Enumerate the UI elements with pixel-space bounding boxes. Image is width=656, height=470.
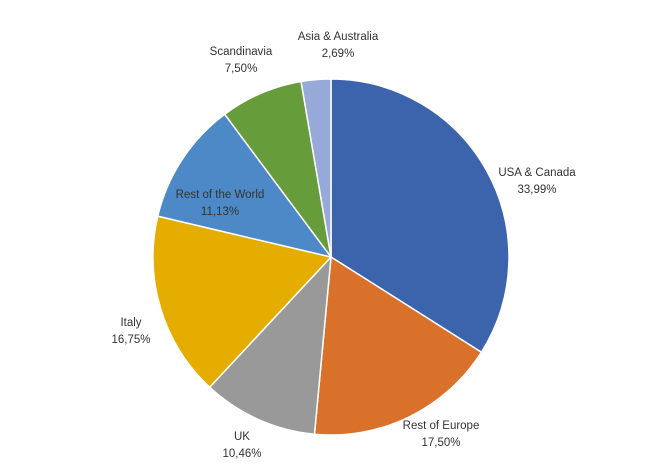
slice-label-scandinavia: Scandinavia xyxy=(210,46,273,58)
pie-slices xyxy=(152,78,510,436)
pie-slice-uk xyxy=(208,254,332,436)
pie-slice-usa-canada xyxy=(330,78,510,354)
pie-slice-rest-of-europe xyxy=(313,255,483,436)
slice-label-uk: UK xyxy=(234,431,250,443)
slice-value-scandinavia: 7,50% xyxy=(225,63,258,75)
pie-slice-italy xyxy=(152,215,333,389)
slice-label-rest-of-world: Rest of the World xyxy=(176,189,265,201)
slice-label-rest-of-europe: Rest of Europe xyxy=(403,420,480,432)
slice-value-uk: 10,46% xyxy=(222,448,261,460)
slice-value-italy: 16,75% xyxy=(111,334,150,346)
pie-slice-rest-of-the-world xyxy=(156,113,333,259)
slice-value-rest-of-world: 11,13% xyxy=(201,206,239,218)
slice-value-asia-australia: 2,69% xyxy=(322,48,355,60)
slice-value-rest-of-europe: 17,50% xyxy=(421,437,460,449)
pie-slice-asia-australia xyxy=(300,78,332,258)
slice-label-asia-australia: Asia & Australia xyxy=(298,31,379,43)
slice-label-italy: Italy xyxy=(120,317,141,329)
slice-label-usa-canada: USA & Canada xyxy=(498,167,576,179)
slice-value-usa-canada: 33,99% xyxy=(517,184,556,196)
data-labels: USA & Canada 33,99% Rest of Europe 17,50… xyxy=(111,31,576,460)
